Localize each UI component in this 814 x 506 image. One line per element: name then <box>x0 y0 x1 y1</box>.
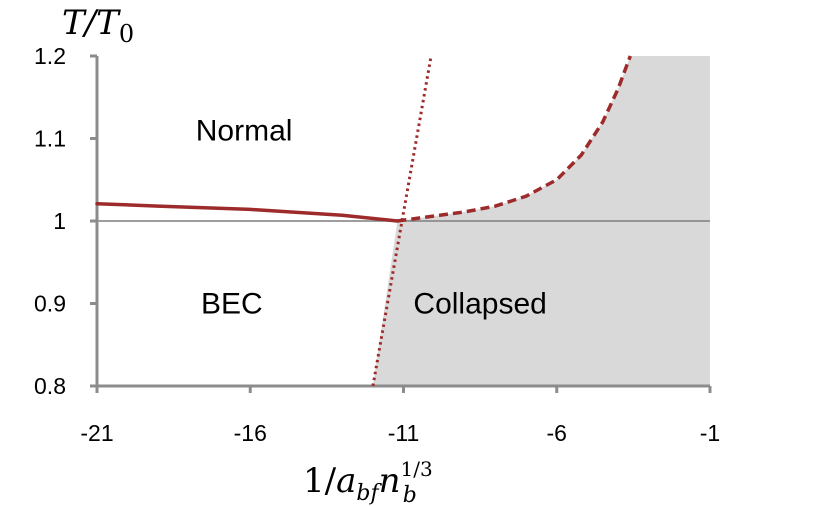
x-tick-label: -1 <box>700 420 720 446</box>
y-tick-label: 1 <box>53 208 66 234</box>
x-tick-label: -16 <box>234 420 267 446</box>
y-tick-label: 0.8 <box>34 373 66 399</box>
y-tick-labels: 0.8 0.9 1 1.1 1.2 <box>34 43 66 399</box>
region-label-collapsed: Collapsed <box>413 288 546 321</box>
y-tick-label: 0.9 <box>34 291 66 317</box>
axes <box>90 54 712 393</box>
x-tick-labels: -21 -16 -11 -6 -1 <box>80 420 720 446</box>
y-tick-label: 1.2 <box>34 43 66 69</box>
series-line-dashed <box>397 55 632 223</box>
x-tick-label: -21 <box>80 420 113 446</box>
region-labels: Normal BEC Collapsed <box>196 114 547 320</box>
x-tick-label: -11 <box>388 420 420 446</box>
region-label-normal: Normal <box>196 114 293 147</box>
x-axis-label: 1/abfn1/3 b <box>303 457 433 506</box>
y-axis-label: T/T0 <box>62 3 134 48</box>
region-label-bec: BEC <box>201 288 263 321</box>
x-tick-label: -6 <box>547 420 567 446</box>
y-tick-label: 1.1 <box>34 126 66 152</box>
series-line-solid <box>95 201 400 223</box>
series-group <box>95 55 632 387</box>
series-line-dotted <box>371 55 433 387</box>
